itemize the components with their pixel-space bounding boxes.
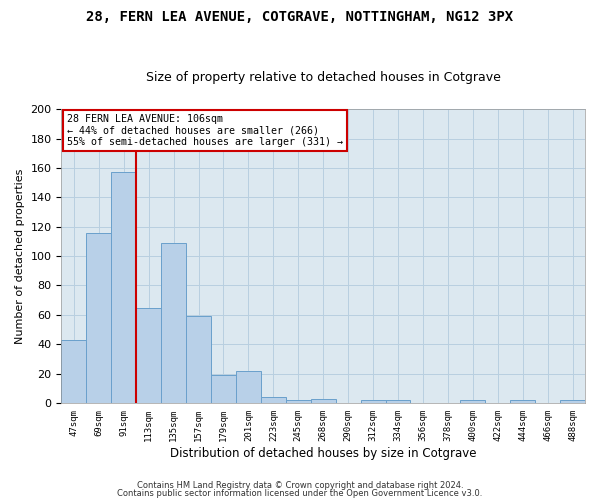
Bar xyxy=(361,400,386,403)
Text: Contains public sector information licensed under the Open Government Licence v3: Contains public sector information licen… xyxy=(118,488,482,498)
Bar xyxy=(311,398,335,403)
Text: Contains HM Land Registry data © Crown copyright and database right 2024.: Contains HM Land Registry data © Crown c… xyxy=(137,481,463,490)
Bar xyxy=(111,172,136,403)
Bar xyxy=(211,375,236,403)
X-axis label: Distribution of detached houses by size in Cotgrave: Distribution of detached houses by size … xyxy=(170,447,476,460)
Bar xyxy=(386,400,410,403)
Bar xyxy=(186,316,211,403)
Text: 28 FERN LEA AVENUE: 106sqm
← 44% of detached houses are smaller (266)
55% of sem: 28 FERN LEA AVENUE: 106sqm ← 44% of deta… xyxy=(67,114,343,147)
Bar xyxy=(286,400,311,403)
Bar xyxy=(510,400,535,403)
Bar xyxy=(236,370,261,403)
Title: Size of property relative to detached houses in Cotgrave: Size of property relative to detached ho… xyxy=(146,72,500,85)
Bar xyxy=(460,400,485,403)
Bar xyxy=(261,397,286,403)
Bar xyxy=(161,243,186,403)
Text: 28, FERN LEA AVENUE, COTGRAVE, NOTTINGHAM, NG12 3PX: 28, FERN LEA AVENUE, COTGRAVE, NOTTINGHA… xyxy=(86,10,514,24)
Y-axis label: Number of detached properties: Number of detached properties xyxy=(15,168,25,344)
Bar xyxy=(61,340,86,403)
Bar xyxy=(136,308,161,403)
Bar xyxy=(86,232,111,403)
Bar xyxy=(560,400,585,403)
